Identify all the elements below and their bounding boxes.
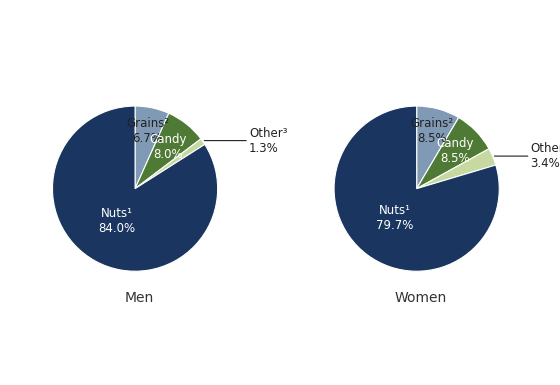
Text: Grains²
8.5%: Grains² 8.5% (411, 117, 454, 145)
Wedge shape (417, 106, 459, 189)
Wedge shape (417, 149, 496, 189)
Text: Candy
8.5%: Candy 8.5% (436, 137, 474, 165)
Wedge shape (53, 106, 218, 271)
Text: Nuts¹
79.7%: Nuts¹ 79.7% (376, 204, 413, 233)
Text: Candy
8.0%: Candy 8.0% (150, 133, 187, 161)
Title: Men: Men (124, 291, 154, 305)
Wedge shape (334, 106, 500, 271)
Text: Nuts¹
84.0%: Nuts¹ 84.0% (99, 207, 136, 235)
Text: Other³
1.3%: Other³ 1.3% (204, 127, 287, 155)
Title: Women: Women (395, 291, 447, 305)
Wedge shape (135, 113, 201, 189)
Wedge shape (417, 117, 489, 189)
Text: Other³
3.4%: Other³ 3.4% (494, 142, 560, 170)
Text: Grains²
6.7%: Grains² 6.7% (126, 117, 169, 144)
Wedge shape (135, 106, 169, 189)
Wedge shape (135, 139, 205, 189)
